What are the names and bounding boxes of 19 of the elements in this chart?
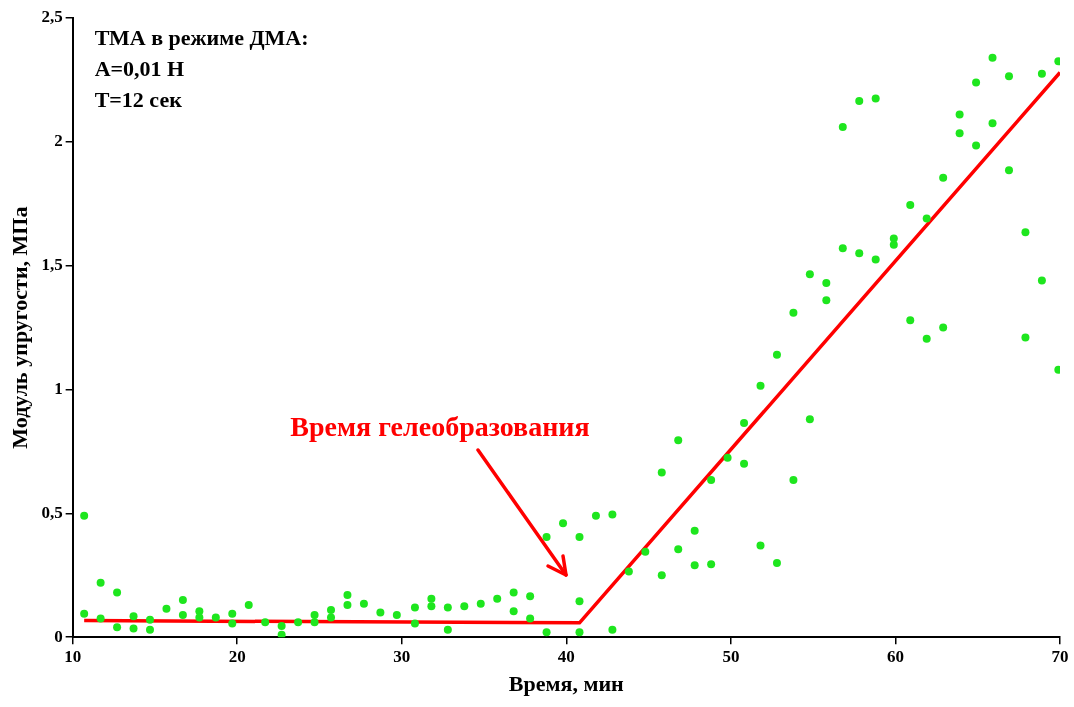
- y-tick-label: 2,5: [41, 7, 63, 27]
- x-tick-label: 70: [1051, 646, 1069, 666]
- x-tick-label: 40: [557, 646, 575, 666]
- y-tick-label: 0: [54, 626, 63, 646]
- y-axis-title: Модуль упругости, МПа: [6, 206, 32, 449]
- x-tick-label: 60: [886, 646, 904, 666]
- annotation: Время гелеобразования: [290, 411, 590, 443]
- x-tick-label: 50: [722, 646, 740, 666]
- y-tick-label: 1: [54, 378, 63, 398]
- annotation: Т=12 сек: [94, 86, 183, 112]
- y-tick-label: 2: [54, 131, 63, 151]
- annotation: ТМА в режиме ДМА:: [94, 24, 309, 50]
- x-axis-title: Время, мин: [508, 671, 625, 697]
- x-tick-label: 20: [228, 646, 246, 666]
- x-tick-label: 30: [393, 646, 411, 666]
- annotation: А=0,01 Н: [94, 55, 185, 81]
- y-tick-label: 0,5: [41, 502, 63, 522]
- y-tick-label: 1,5: [41, 255, 63, 275]
- x-tick-label: 10: [64, 646, 82, 666]
